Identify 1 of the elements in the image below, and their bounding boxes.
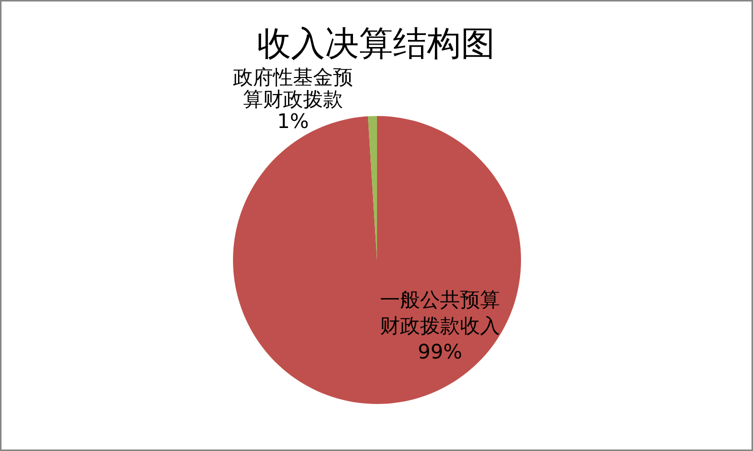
title: 收入决算结构图 [257, 24, 495, 64]
